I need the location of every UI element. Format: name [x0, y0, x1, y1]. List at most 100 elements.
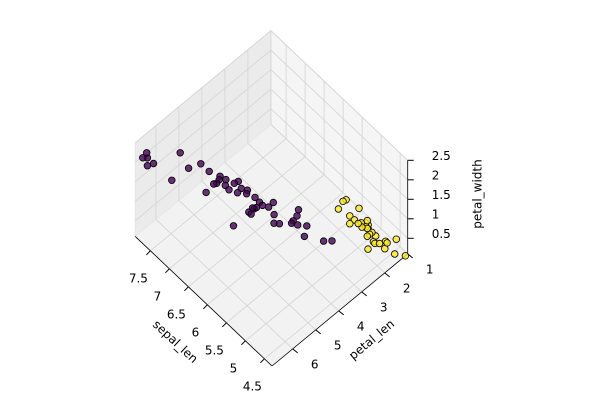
point [225, 186, 233, 194]
grid-line [134, 30, 272, 144]
z-axis-label: petal_width [471, 159, 485, 228]
point [328, 237, 336, 245]
point [275, 219, 284, 228]
grid-line [134, 69, 272, 183]
point [230, 179, 238, 187]
point [300, 232, 309, 241]
point [364, 245, 372, 253]
grid-line [207, 192, 344, 306]
point [363, 232, 371, 240]
point [375, 239, 384, 248]
x-tick-label: 6.5 [167, 307, 186, 321]
point [258, 201, 267, 210]
point [251, 193, 259, 202]
y-tick-label: 2 [403, 281, 411, 295]
point [270, 210, 278, 219]
point [229, 222, 238, 230]
point [168, 176, 176, 184]
point [294, 205, 303, 214]
point [354, 219, 362, 228]
tick-mark [203, 304, 208, 310]
point [176, 149, 184, 157]
y-axis [271, 253, 408, 367]
grid-line [226, 210, 363, 324]
tick-mark [146, 250, 151, 256]
point [143, 161, 152, 170]
point [293, 212, 301, 220]
point [334, 205, 343, 213]
grid-line [134, 88, 272, 202]
tick-mark [165, 268, 170, 274]
point [197, 160, 205, 168]
z-tick-label: 1 [432, 207, 440, 221]
grid-line [201, 181, 339, 312]
grid-line [245, 228, 382, 342]
y-tick-label: 5 [334, 338, 342, 352]
grid-line [270, 124, 408, 255]
tick-mark [315, 329, 322, 335]
point [287, 219, 296, 227]
x-tick-label: 6 [192, 325, 200, 339]
grid-line [178, 200, 316, 331]
tick-mark [338, 310, 345, 316]
y-tick-label: 1 [426, 262, 434, 276]
point [303, 222, 311, 230]
point [149, 159, 158, 168]
grid-line [270, 30, 408, 161]
point [346, 212, 354, 220]
tick-mark [260, 358, 265, 364]
z-tick-label: 2 [432, 168, 440, 182]
point [346, 219, 354, 228]
grid-line [247, 143, 385, 274]
point [233, 188, 242, 197]
grid-line [155, 219, 293, 350]
point [264, 203, 273, 211]
y-tick-label: 4 [357, 319, 365, 333]
grid-line [264, 246, 401, 360]
point [202, 188, 210, 197]
grid-line [134, 49, 272, 163]
x-tick-label: 5.5 [205, 343, 224, 357]
point [383, 239, 391, 247]
tick-mark [184, 286, 189, 292]
point [139, 154, 147, 162]
x-tick-label: 7.5 [129, 271, 148, 285]
y-tick-label: 3 [380, 300, 388, 314]
point [391, 250, 399, 258]
grid-line [270, 49, 408, 181]
grid-line [150, 138, 287, 252]
grid-line [270, 88, 408, 220]
point [142, 149, 151, 157]
point [222, 175, 230, 184]
z-tick-label: 2.5 [432, 149, 451, 163]
point [205, 167, 213, 176]
y-tick-label: 6 [311, 357, 319, 371]
grid-line [224, 162, 362, 293]
point [401, 252, 410, 260]
point [339, 197, 347, 205]
point [269, 198, 277, 207]
x-tick-label: 4.5 [243, 379, 262, 393]
point [392, 235, 400, 243]
point [294, 221, 302, 229]
point [184, 164, 193, 172]
tick-mark [361, 291, 368, 297]
tick-mark [241, 340, 246, 346]
grid-line [188, 174, 325, 288]
x-tick-label: 5 [230, 361, 238, 375]
point [209, 180, 218, 188]
point [247, 210, 255, 218]
z-tick-label: 0.5 [432, 227, 451, 241]
y-axis-label: petal_len [346, 317, 397, 363]
grid-line [270, 69, 408, 200]
point [355, 204, 363, 212]
point [242, 189, 251, 198]
z-tick-label: 1.5 [432, 188, 451, 202]
point [319, 237, 328, 245]
x-tick-label: 7 [154, 289, 162, 303]
x-axis [134, 236, 273, 367]
grid-line [270, 108, 408, 239]
grid-line [169, 156, 306, 270]
tick-mark [292, 348, 299, 354]
